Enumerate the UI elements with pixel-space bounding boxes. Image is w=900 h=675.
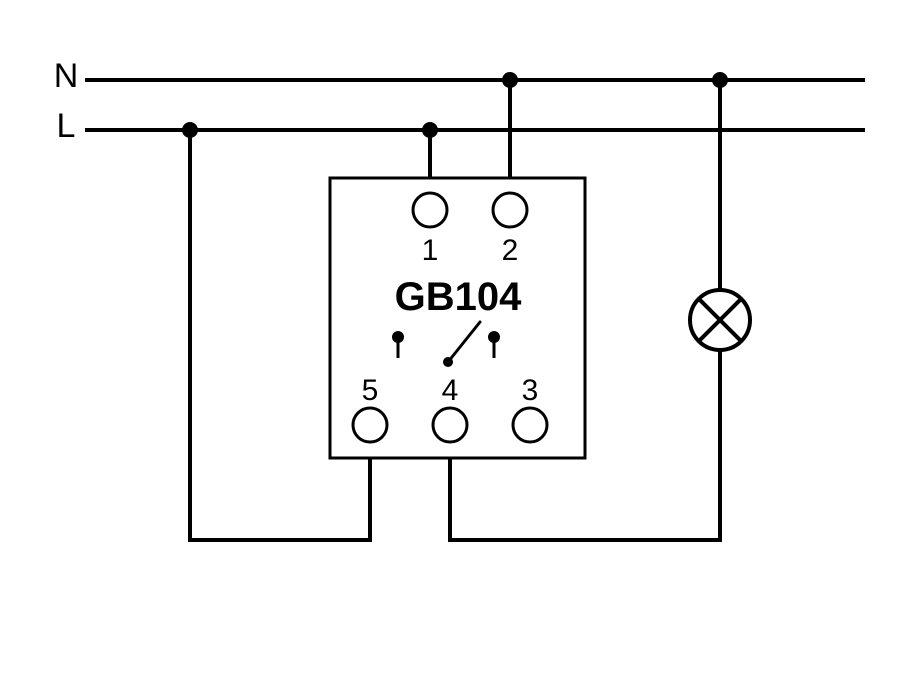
rail-label-N: N	[54, 57, 79, 95]
j-L-a	[182, 122, 198, 138]
wiring-diagram: NL GB104 1 2 5 4 3	[0, 0, 900, 675]
terminal-4	[433, 408, 467, 442]
rail-label-L: L	[57, 107, 76, 145]
terminal-label-3: 3	[522, 374, 539, 407]
terminal-label-5: 5	[362, 374, 379, 407]
terminal-label-2: 2	[502, 234, 519, 267]
terminal-3	[513, 408, 547, 442]
j-N-b	[712, 72, 728, 88]
terminal-5	[353, 408, 387, 442]
device-label: GB104	[395, 275, 522, 319]
terminal-label-4: 4	[442, 374, 459, 407]
terminal-1	[413, 193, 447, 227]
terminal-2	[493, 193, 527, 227]
j-N-a	[502, 72, 518, 88]
switch-pivot	[443, 357, 453, 367]
terminal-label-1: 1	[422, 234, 439, 267]
j-L-b	[422, 122, 438, 138]
